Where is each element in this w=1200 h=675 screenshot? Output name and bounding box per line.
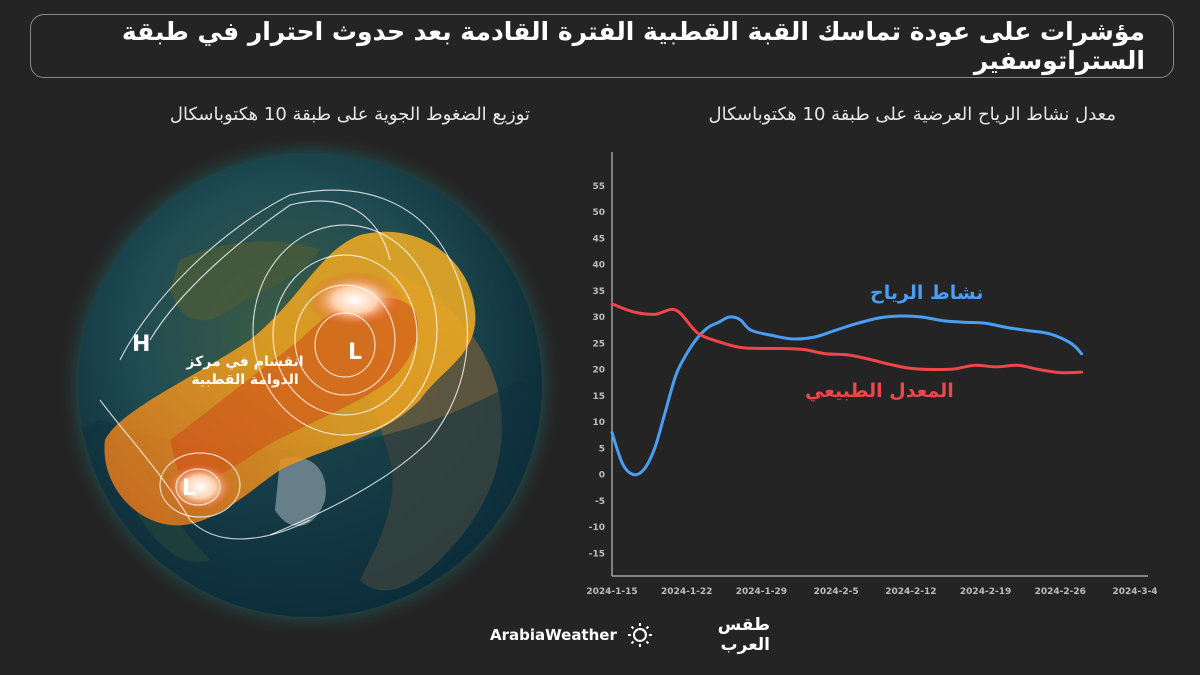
- chart-subtitle: معدل نشاط الرياح العرضية على طبقة 10 هكت…: [708, 104, 1116, 125]
- pressure-band: [104, 231, 476, 526]
- y-tick-label: -5: [595, 497, 605, 507]
- y-tick-label: 50: [592, 208, 605, 218]
- y-tick-label: 40: [592, 261, 605, 271]
- chart-axes: [611, 152, 1148, 577]
- y-tick-label: 5: [599, 444, 605, 454]
- y-tick-label: 30: [592, 313, 605, 323]
- x-tick-label: 2024-2-19: [960, 587, 1011, 597]
- page-title: مؤشرات على عودة تماسك القبة القطبية الفت…: [121, 17, 1145, 75]
- x-tick-label: 2024-1-29: [736, 587, 787, 597]
- series-line-1: [610, 302, 1084, 375]
- y-tick-label: 35: [592, 287, 605, 297]
- warm-spot-top: [307, 272, 403, 328]
- low-pressure-label-center: L: [348, 340, 363, 365]
- x-tick-label: 2024-2-12: [885, 587, 936, 597]
- y-tick-label: 20: [592, 366, 605, 376]
- x-tick-label: 2024-1-22: [661, 587, 712, 597]
- polar-vortex-map: H L L انقسام في مركز الدوامة القطبية: [58, 133, 562, 637]
- x-tick-label: 2024-1-15: [586, 587, 637, 597]
- chart-lines: [610, 302, 1084, 477]
- x-tick-label: 2024-3-4: [1112, 587, 1157, 597]
- series-line-0: [610, 314, 1084, 477]
- footer-brand: ArabiaWeather طقس العرب: [490, 615, 770, 655]
- vortex-split-line2: الدوامة القطبية: [191, 372, 299, 388]
- title-banner: مؤشرات على عودة تماسك القبة القطبية الفت…: [30, 14, 1174, 78]
- high-pressure-label: H: [132, 332, 151, 357]
- low-pressure-label-bottom: L: [182, 476, 197, 501]
- map-subtitle: توزيع الضغوط الجوية على طبقة 10 هكتوباسك…: [169, 104, 530, 125]
- isobars: [99, 189, 469, 540]
- y-tick-label: 45: [592, 234, 605, 244]
- x-tick-label: 2024-2-26: [1035, 587, 1086, 597]
- series-label-normal: المعدل الطبيعي: [805, 380, 954, 402]
- y-tick-label: 10: [592, 418, 605, 428]
- sun-swirl-icon: [627, 623, 652, 647]
- y-tick-label: 0: [599, 471, 605, 481]
- y-tick-label: -10: [589, 523, 605, 533]
- brand-name-en: ArabiaWeather: [490, 626, 617, 644]
- y-tick-label: 15: [592, 392, 605, 402]
- vortex-split-line1: انقسام في مركز: [186, 354, 304, 370]
- y-tick-label: -15: [589, 549, 605, 559]
- brand-name-ar: طقس العرب: [717, 615, 770, 655]
- globe-graphic: [58, 133, 562, 637]
- y-tick-label: 55: [592, 182, 605, 192]
- vortex-split-label: انقسام في مركز الدوامة القطبية: [170, 353, 320, 389]
- x-tick-label: 2024-2-5: [814, 587, 859, 597]
- series-label-wind: نشاط الرياح: [870, 282, 984, 304]
- y-tick-label: 25: [592, 339, 605, 349]
